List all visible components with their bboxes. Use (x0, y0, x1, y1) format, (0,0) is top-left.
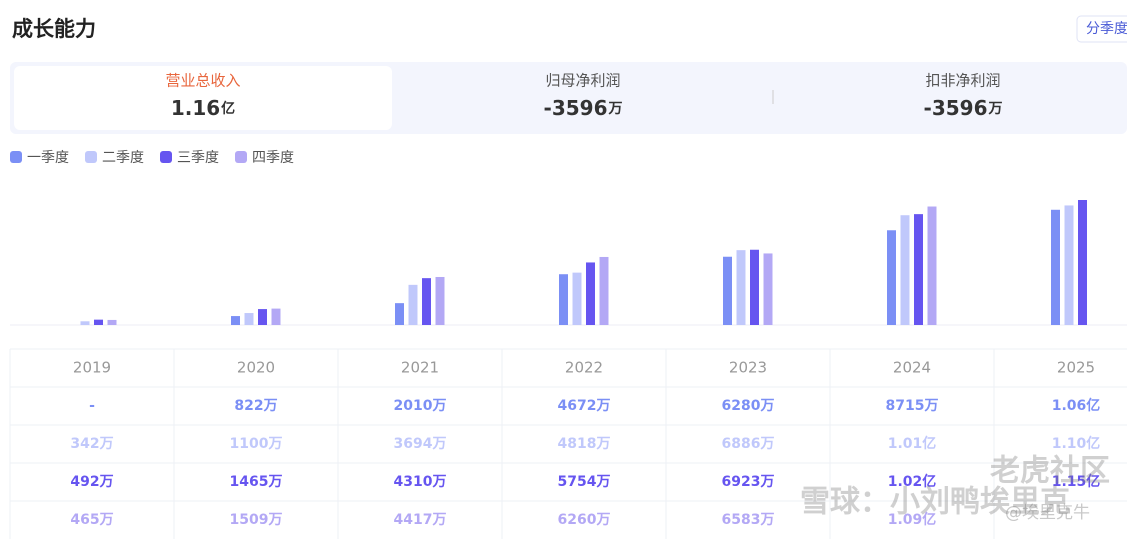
bar (1078, 200, 1087, 325)
cell-value: - (89, 398, 95, 414)
cell-value: 1.01亿 (888, 435, 937, 452)
tab-value: 1.16 (171, 96, 220, 120)
bar (435, 276, 445, 325)
year-header: 2021 (401, 359, 439, 377)
watermark: @埃里克牛 (1005, 503, 1090, 523)
cell-value: 492万 (70, 474, 113, 490)
bar (750, 249, 759, 325)
bar (763, 253, 773, 325)
legend-label: 三季度 (177, 150, 219, 166)
bar (572, 272, 582, 325)
bar (599, 256, 609, 325)
toggle-label[interactable]: 分季度 (1086, 21, 1127, 37)
bar (408, 284, 418, 325)
bar (107, 319, 117, 325)
bar (258, 309, 267, 325)
active-tab[interactable] (14, 66, 392, 130)
bar (586, 262, 595, 325)
cell-value: 1.15亿 (1052, 473, 1101, 490)
year-header: 2020 (237, 359, 275, 377)
cell-value: 1.02亿 (888, 473, 937, 490)
cell-value: 6280万 (722, 398, 775, 414)
bar (900, 215, 910, 325)
tab-label[interactable]: 归母净利润 (545, 72, 620, 90)
bar (231, 316, 240, 325)
toggle-button[interactable] (1076, 15, 1127, 43)
cell-value: 4310万 (394, 474, 447, 490)
bar (422, 278, 431, 325)
legend-label: 一季度 (27, 150, 69, 166)
watermark: 雪球：小刘鸭埃里克 (800, 485, 1070, 520)
year-header: 2022 (565, 359, 603, 377)
bar (271, 308, 281, 325)
tab-value: -3596 (544, 96, 608, 120)
cell-value: 1.09亿 (888, 511, 937, 528)
cell-value: 1.10亿 (1052, 435, 1101, 452)
tab-value: -3596 (924, 96, 988, 120)
tab-unit: 万 (607, 101, 622, 117)
cell-value: 1100万 (230, 436, 283, 452)
bar (1064, 205, 1074, 325)
bar (927, 206, 937, 325)
bar (1051, 209, 1060, 325)
cell-value: 4818万 (558, 436, 611, 452)
legend-label: 四季度 (252, 150, 294, 166)
cell-value: 6886万 (722, 436, 775, 452)
tab-label[interactable]: 扣非净利润 (925, 72, 1000, 90)
bar (887, 230, 896, 325)
cell-value: 8715万 (886, 398, 939, 414)
year-header: 2025 (1057, 359, 1095, 377)
bar (559, 274, 568, 325)
cell-value: 6260万 (558, 512, 611, 528)
legend-swatch (235, 151, 247, 163)
cell-value: 465万 (70, 512, 113, 528)
bar (80, 321, 90, 325)
legend-swatch (85, 151, 97, 163)
tab-label[interactable]: 营业总收入 (165, 72, 240, 90)
cell-value: 3694万 (394, 436, 447, 452)
bar (94, 319, 103, 325)
tab-unit: 万 (987, 101, 1002, 117)
legend-label: 二季度 (102, 150, 144, 166)
cell-value: 342万 (70, 436, 113, 452)
cell-value: 5754万 (558, 474, 611, 490)
cell-value: 6583万 (722, 512, 775, 528)
cell-value: 1509万 (230, 512, 283, 528)
year-header: 2024 (893, 359, 931, 377)
bar (244, 313, 254, 325)
bar (723, 256, 732, 325)
cell-value: 6923万 (722, 474, 775, 490)
tab-value-group: -3596万 (924, 96, 1003, 120)
cell-value: 1465万 (230, 474, 283, 490)
section-title: 成长能力 (12, 17, 96, 41)
year-header: 2023 (729, 359, 767, 377)
tab-value-group: 1.16亿 (171, 96, 235, 120)
cell-value: 2010万 (394, 398, 447, 414)
tab-unit: 亿 (221, 100, 235, 117)
bar (736, 250, 746, 325)
cell-value: 1.06亿 (1052, 397, 1101, 414)
cell-value: 822万 (234, 398, 277, 414)
legend-swatch (160, 151, 172, 163)
cell-value: 4672万 (558, 398, 611, 414)
bar (914, 214, 923, 325)
cell-value: 4417万 (394, 512, 447, 528)
tab-value-group: -3596万 (544, 96, 623, 120)
bar (395, 303, 404, 325)
watermark: 老虎社区 (990, 454, 1110, 489)
legend-swatch (10, 151, 22, 163)
year-header: 2019 (73, 359, 111, 377)
